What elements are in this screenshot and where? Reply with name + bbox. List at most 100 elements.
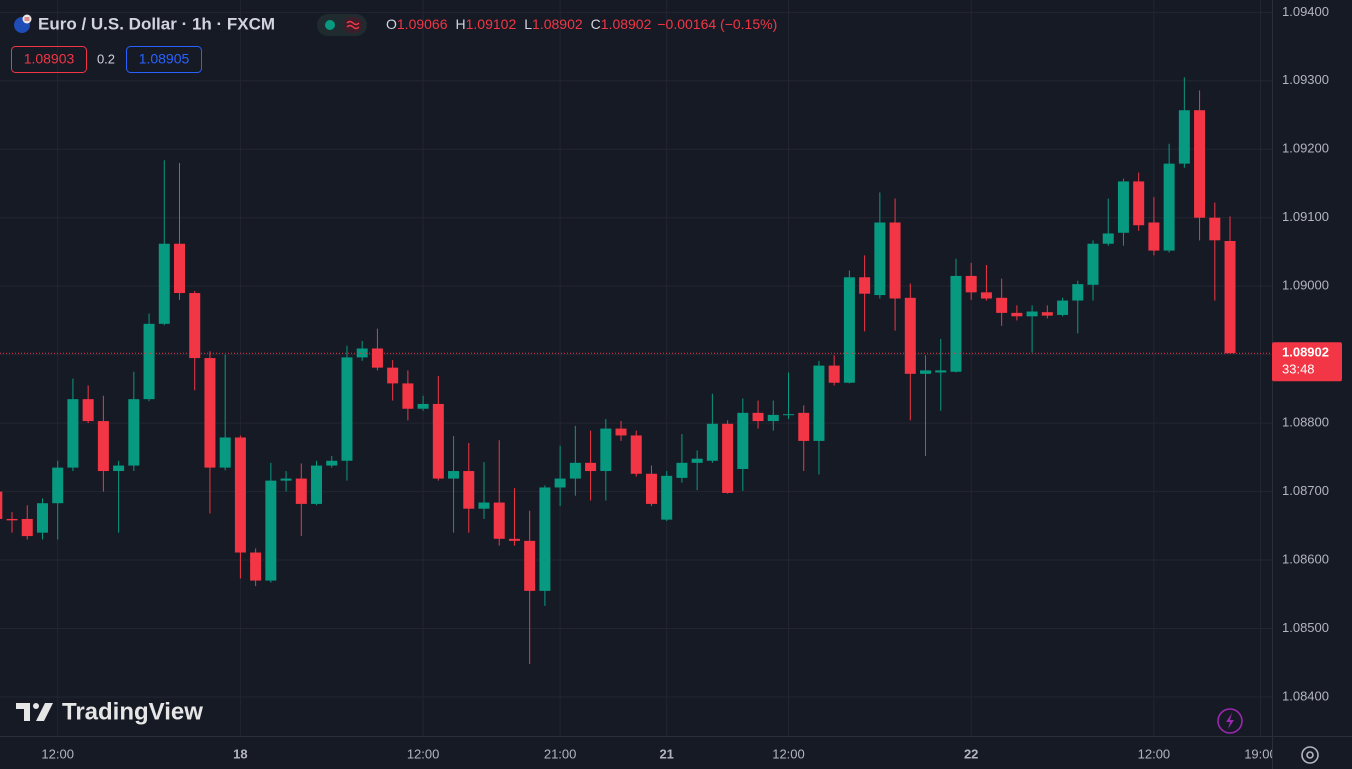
candle-body xyxy=(600,428,612,472)
candle-body xyxy=(1148,222,1160,251)
candle-body xyxy=(280,478,292,481)
buy-button[interactable] xyxy=(126,46,202,73)
candle-body xyxy=(402,383,414,409)
y-tick-label: 1.08500 xyxy=(1282,620,1329,635)
candle-body xyxy=(463,471,475,509)
ask-price: 1.08905 xyxy=(139,51,190,67)
market-status-dot xyxy=(325,20,335,30)
x-tick-label: 21:00 xyxy=(544,746,577,761)
y-tick-label: 1.09000 xyxy=(1282,278,1329,293)
ohlc-value: 1.08902 xyxy=(532,16,583,32)
x-tick-label: 12:00 xyxy=(1138,746,1171,761)
y-tick-label: 1.09300 xyxy=(1282,72,1329,87)
data-status xyxy=(343,17,363,33)
candle-body xyxy=(387,367,399,384)
candle-body xyxy=(1026,311,1038,317)
x-tick-label: 12:00 xyxy=(772,746,805,761)
y-tick-label: 1.08800 xyxy=(1282,415,1329,430)
candle-body xyxy=(950,275,962,372)
y-tick-label: 1.09100 xyxy=(1282,209,1329,224)
candle-body xyxy=(965,275,977,293)
logo-text[interactable]: TradingView xyxy=(62,698,203,725)
candle-body xyxy=(920,370,932,374)
candle-body xyxy=(21,518,33,537)
candle-body xyxy=(1209,217,1221,241)
candle-body xyxy=(980,292,992,299)
candle-body xyxy=(128,399,140,466)
candle-body xyxy=(295,478,307,504)
candle-body xyxy=(67,399,79,468)
candle-body xyxy=(889,222,901,299)
candle-body xyxy=(585,462,597,472)
alert-button[interactable] xyxy=(1217,708,1243,734)
candle-body xyxy=(1057,300,1069,315)
candle-body xyxy=(1102,233,1114,244)
candle-body xyxy=(174,243,185,294)
candle-layer xyxy=(0,77,1272,665)
candle-body xyxy=(1224,240,1236,354)
candle-body xyxy=(356,348,368,358)
candle-body xyxy=(691,458,703,463)
candle-body xyxy=(767,414,779,422)
candle-body xyxy=(82,399,94,422)
change: −0.00164 (−0.15%) xyxy=(657,16,777,32)
candle-body xyxy=(326,460,338,466)
candle-body xyxy=(204,358,216,468)
y-tick-label: 1.08600 xyxy=(1282,551,1329,566)
x-tick-label: 19:00 xyxy=(1244,746,1277,761)
symbol-title[interactable]: Euro / U.S. Dollar · 1h · FXCM xyxy=(38,14,275,33)
x-tick-label: 12:00 xyxy=(407,746,440,761)
x-tick-label: 18 xyxy=(233,746,247,761)
candle-body xyxy=(904,297,916,374)
y-tick-label: 1.09400 xyxy=(1282,4,1329,19)
candle-body xyxy=(752,412,764,422)
candle-body xyxy=(311,465,323,504)
candle-body xyxy=(630,435,642,474)
price-axis-panel xyxy=(1272,0,1352,769)
price-axis: 1.09400 1.09300 1.09200 1.09100 1.09000 1.089… xyxy=(1272,4,1342,703)
candle-body xyxy=(432,403,444,479)
candle-body xyxy=(52,467,64,504)
time-axis: 12:00 18 12:00 21:00 21 12:00 22 12:00 19:00 xyxy=(41,746,1276,761)
candle-body xyxy=(143,323,155,400)
spread: 0.2 xyxy=(97,51,115,66)
ohlc-key: H xyxy=(456,16,466,32)
candle-body xyxy=(371,348,383,368)
logo-mark xyxy=(16,703,53,721)
candle-body xyxy=(6,518,18,521)
candle-body xyxy=(645,473,657,504)
candle-body xyxy=(874,222,886,296)
candle-body xyxy=(448,471,460,479)
candle-body xyxy=(615,428,627,436)
candle-body xyxy=(798,412,810,441)
candle-body xyxy=(554,478,566,488)
bar-countdown: 33:48 xyxy=(1282,362,1315,377)
x-tick-label: 21 xyxy=(659,746,673,761)
ohlc-key: O xyxy=(386,16,397,32)
y-tick-label: 1.08700 xyxy=(1282,483,1329,498)
candle-body xyxy=(341,357,353,461)
ohlc-key: C xyxy=(591,16,601,32)
y-tick-label: 1.08400 xyxy=(1282,688,1329,703)
candle-body xyxy=(737,412,749,469)
candle-body xyxy=(935,370,947,373)
candle-body xyxy=(508,538,520,541)
candle-body xyxy=(234,437,246,553)
candle-body xyxy=(843,277,855,383)
candle-body xyxy=(539,487,551,591)
candle-body xyxy=(1117,181,1129,233)
settings-button[interactable] xyxy=(1301,746,1319,764)
candle-body xyxy=(1011,312,1023,317)
candle-body xyxy=(1087,243,1099,285)
candle-body xyxy=(661,475,673,520)
candle-body xyxy=(859,277,871,294)
candle-body xyxy=(97,421,109,472)
sell-button[interactable] xyxy=(11,46,87,73)
alert-icon xyxy=(1226,713,1234,729)
last-price-label: 1.08902 xyxy=(1282,345,1329,360)
ohlc-value: 1.08902 xyxy=(601,16,652,32)
candle-body xyxy=(113,465,125,472)
candle-body xyxy=(219,437,231,468)
